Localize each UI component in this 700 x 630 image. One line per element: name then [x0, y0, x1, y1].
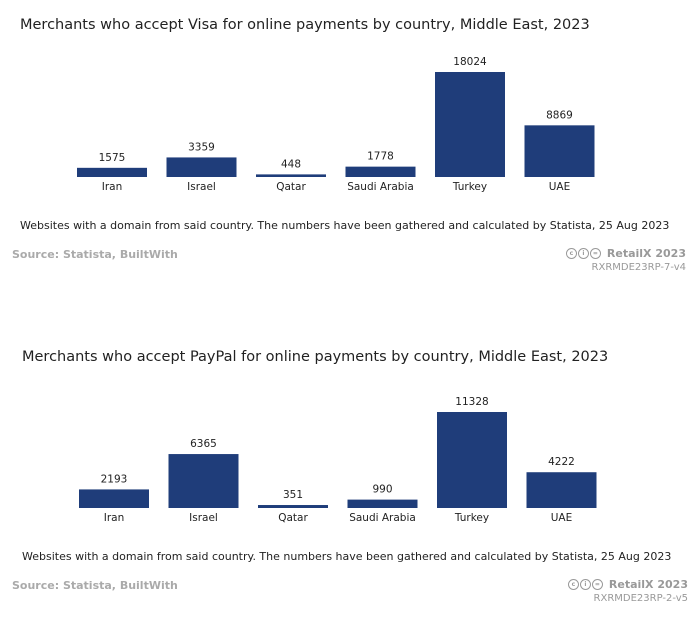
bar-value-label: 18024 — [453, 56, 487, 68]
source-label[interactable]: Source: Statista, BuiltWith — [12, 579, 178, 592]
creative-commons-icon: c i = — [565, 248, 601, 259]
paypal-chart-panel: Merchants who accept PayPal for online p… — [0, 332, 700, 630]
source-label[interactable]: Source: Statista, BuiltWith — [12, 248, 178, 261]
bar-turkey[interactable] — [435, 72, 505, 177]
chart-note: Websites with a domain from said country… — [22, 550, 672, 563]
bar-uae[interactable] — [524, 125, 595, 177]
bar-value-label: 4222 — [548, 456, 575, 468]
visa-chart-panel: Merchants who accept Visa for online pay… — [0, 0, 700, 300]
bar-value-label: 1778 — [367, 151, 394, 163]
chart-code: RXRMDE23RP-7-v4 — [591, 262, 686, 273]
visa-bar-chart: 1575 Iran 3359 Israel 448 Qatar 1778 Saudi Arab… — [77, 56, 595, 193]
brand-block: c i = RetailX 2023 RXRMDE23RP-2-v5 — [567, 578, 688, 604]
bar-value-label: 2193 — [101, 473, 128, 485]
brand-block: c i = RetailX 2023 RXRMDE23RP-7-v4 — [565, 247, 686, 273]
bar-uae[interactable] — [526, 472, 597, 508]
chart-code: RXRMDE23RP-2-v5 — [593, 593, 688, 604]
category-label: Turkey — [452, 181, 487, 193]
paypal-bar-chart: 2193 Iran 6365 Israel 351 Qatar 990 Saudi Arabi… — [79, 396, 597, 524]
category-label: Saudi Arabia — [347, 181, 414, 193]
category-label: Iran — [102, 181, 123, 193]
bar-iran[interactable] — [79, 489, 149, 508]
bar-saudi-arabia[interactable] — [345, 166, 416, 177]
bar-qatar[interactable] — [256, 174, 326, 177]
category-label: Turkey — [454, 512, 489, 524]
bar-value-label: 6365 — [190, 438, 217, 450]
category-label: Qatar — [278, 512, 308, 524]
chart-note: Websites with a domain from said country… — [20, 219, 670, 232]
category-label: Israel — [189, 512, 218, 524]
bar-value-label: 1575 — [99, 152, 126, 164]
bar-qatar[interactable] — [258, 505, 328, 508]
chart-title: Merchants who accept PayPal for online p… — [22, 349, 609, 365]
category-label: UAE — [551, 512, 573, 524]
creative-commons-icon: c i = — [567, 579, 603, 590]
bar-value-label: 3359 — [188, 141, 215, 153]
category-label: Iran — [104, 512, 125, 524]
bar-value-label: 990 — [372, 484, 392, 496]
category-label: Qatar — [276, 181, 306, 193]
bar-value-label: 8869 — [546, 109, 573, 121]
bar-value-label: 11328 — [455, 396, 488, 408]
category-label: Saudi Arabia — [349, 512, 416, 524]
chart-title: Merchants who accept Visa for online pay… — [20, 17, 590, 33]
brand-label[interactable]: RetailX 2023 — [608, 578, 688, 591]
bar-turkey[interactable] — [437, 412, 507, 508]
bar-saudi-arabia[interactable] — [347, 499, 418, 508]
bar-value-label: 448 — [281, 158, 301, 170]
bar-value-label: 351 — [283, 489, 303, 501]
brand-label[interactable]: RetailX 2023 — [606, 247, 686, 260]
bar-israel[interactable] — [166, 157, 237, 177]
category-label: UAE — [549, 181, 571, 193]
category-label: Israel — [187, 181, 216, 193]
bar-iran[interactable] — [77, 167, 147, 177]
bar-israel[interactable] — [168, 454, 239, 508]
